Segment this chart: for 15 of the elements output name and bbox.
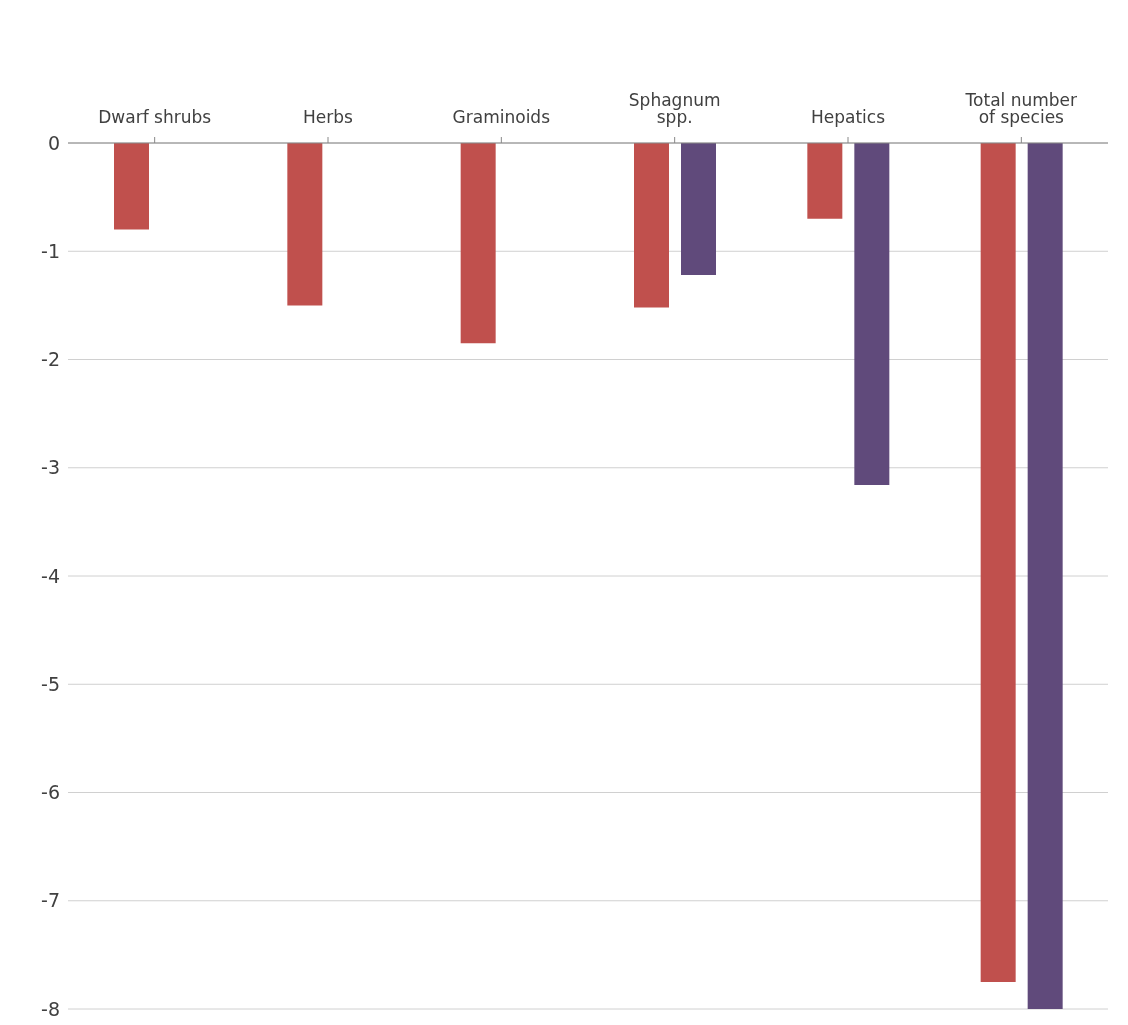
y-tick-label: -6 bbox=[41, 781, 60, 804]
y-tick-label: -4 bbox=[41, 564, 60, 587]
y-tick-label: -2 bbox=[41, 348, 60, 371]
x-tick-label: Hepatics bbox=[810, 107, 886, 127]
x-tick-label: Total number of species bbox=[964, 90, 1078, 127]
x-tick-label: Graminoids bbox=[452, 107, 551, 127]
y-tick-label: -1 bbox=[41, 239, 60, 262]
y-tick-label: 0 bbox=[47, 131, 60, 154]
x-tick-label: Herbs bbox=[303, 107, 354, 127]
x-tick-label: Dwarf shrubs bbox=[98, 107, 212, 127]
x-tick-label: Sphagnum spp. bbox=[628, 90, 721, 127]
y-tick-label: -7 bbox=[41, 889, 60, 912]
y-tick-label: -5 bbox=[41, 672, 60, 695]
y-tick-label: -8 bbox=[41, 997, 60, 1020]
y-tick-label: -3 bbox=[41, 456, 60, 479]
